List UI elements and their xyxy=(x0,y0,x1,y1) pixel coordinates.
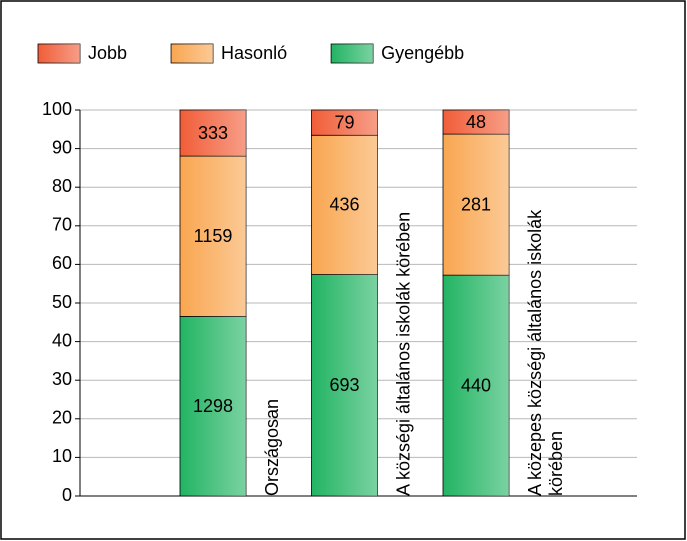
legend-label: Gyengébb xyxy=(381,43,464,63)
x-tick-label: Országosan xyxy=(262,399,282,496)
data-label: 333 xyxy=(198,123,228,143)
data-label: 436 xyxy=(329,195,359,215)
data-label: 281 xyxy=(461,194,491,214)
y-tick-label: 60 xyxy=(52,253,72,273)
y-tick-label: 10 xyxy=(52,446,72,466)
x-tick-label-line: A községi általános iskolák körében xyxy=(393,212,413,496)
y-tick-label: 20 xyxy=(52,408,72,428)
data-label: 1298 xyxy=(193,396,233,416)
data-label: 79 xyxy=(334,112,354,132)
data-label: 1159 xyxy=(194,226,233,246)
y-tick-label: 50 xyxy=(52,292,72,312)
bar-shine xyxy=(443,110,509,135)
y-tick-label: 80 xyxy=(52,176,72,196)
bar-shine xyxy=(443,134,509,276)
y-tick-label: 70 xyxy=(52,215,72,235)
data-label: 693 xyxy=(329,375,359,395)
x-tick-label-line: A közepes községi általános iskolák xyxy=(525,209,545,496)
y-tick-label: 30 xyxy=(52,369,72,389)
legend-swatch-shine xyxy=(331,44,374,63)
legend-label: Jobb xyxy=(88,43,127,63)
data-label: 48 xyxy=(466,112,486,132)
bar-shine xyxy=(311,135,378,275)
x-tick-label: A közepes községi általános iskolákköréb… xyxy=(525,209,566,496)
bar-shine xyxy=(311,110,378,136)
category-label: A községi általános iskolák körében xyxy=(393,212,413,496)
bar-shine xyxy=(311,274,378,496)
bar-shine xyxy=(443,275,509,496)
category-label: Országosan xyxy=(262,399,282,496)
bar-shine xyxy=(180,156,246,317)
y-tick-label: 90 xyxy=(52,137,72,157)
x-tick-label: A községi általános iskolák körében xyxy=(393,212,413,496)
y-tick-label: 100 xyxy=(42,99,72,119)
legend-swatch-shine xyxy=(38,44,80,63)
y-tick-label: 0 xyxy=(62,485,72,505)
bar-shine xyxy=(180,316,246,496)
y-tick-label: 40 xyxy=(52,330,72,350)
x-tick-label-line: Országosan xyxy=(262,399,282,496)
legend-swatch-shine xyxy=(171,44,214,63)
category-label: A közepes községi általános iskolákköréb… xyxy=(525,209,566,496)
legend-label: Hasonló xyxy=(221,43,287,63)
data-label: 440 xyxy=(461,375,491,395)
bar-shine xyxy=(180,110,246,157)
x-tick-label-line: körében xyxy=(546,431,566,496)
